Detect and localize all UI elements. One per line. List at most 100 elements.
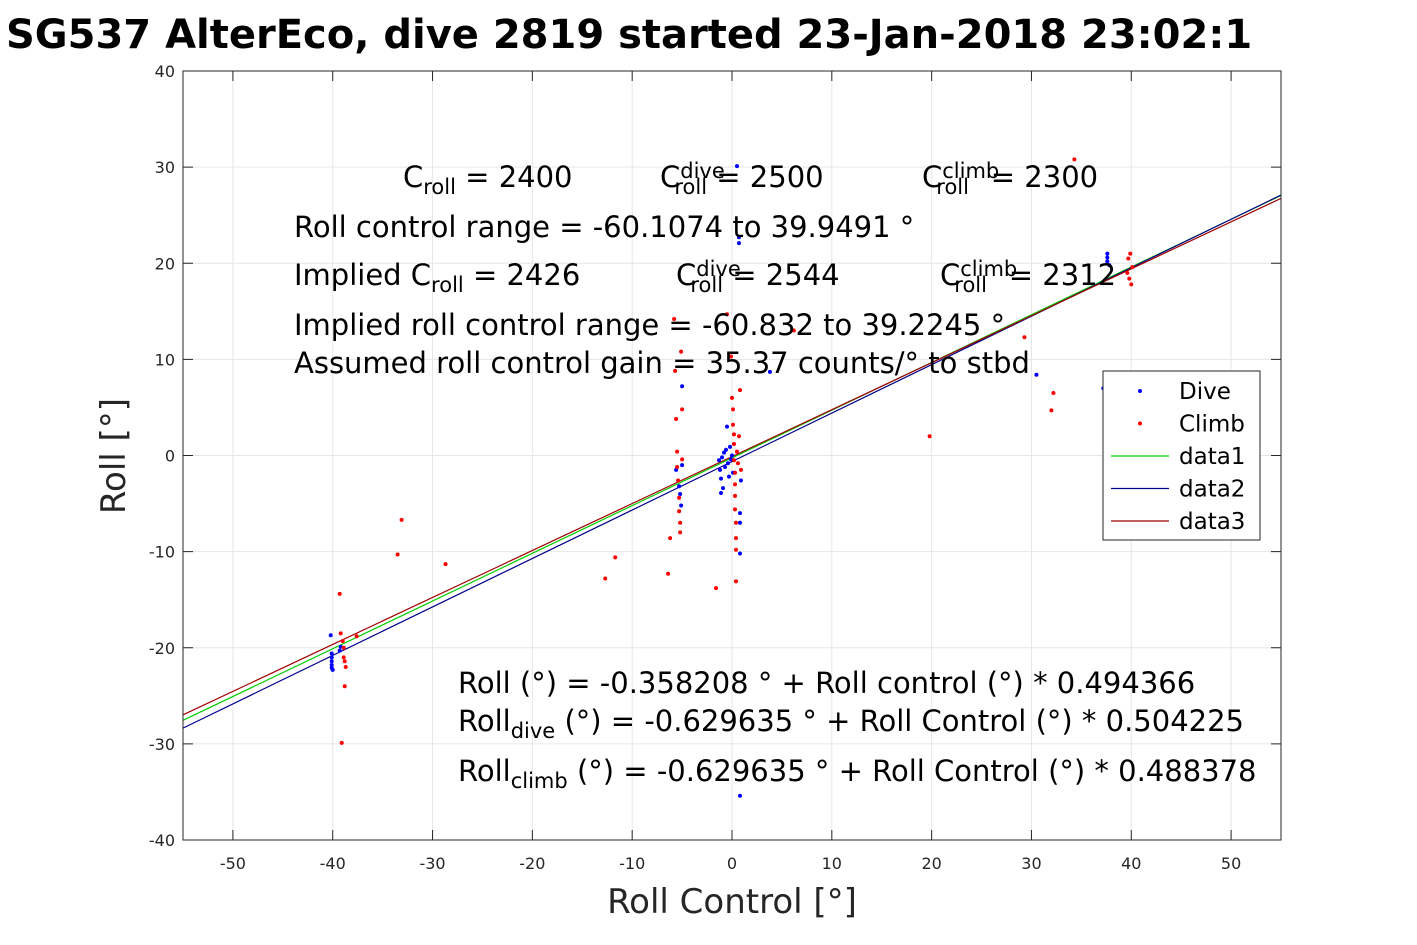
x-tick-label: 0 <box>727 854 737 873</box>
point-climb <box>732 470 737 475</box>
y-tick-label: 20 <box>155 254 175 273</box>
data-points <box>328 157 1135 798</box>
point-climb <box>666 571 671 576</box>
point-dive <box>330 667 335 672</box>
x-tick-label: -50 <box>220 854 246 873</box>
point-dive <box>1107 263 1112 268</box>
point-climb <box>1130 265 1135 270</box>
point-dive <box>679 503 684 508</box>
point-climb <box>791 328 796 333</box>
annotation-part: roll <box>954 273 987 297</box>
point-climb <box>677 509 682 514</box>
x-tick-label: 20 <box>921 854 941 873</box>
annotation-part: = 2400 <box>456 160 573 194</box>
annotation-part: C <box>403 160 423 194</box>
point-dive <box>722 450 727 455</box>
point-climb <box>443 562 448 567</box>
annotation-part: C <box>940 258 960 292</box>
point-dive <box>725 424 730 429</box>
point-climb <box>675 465 680 470</box>
point-climb <box>733 547 738 552</box>
point-climb <box>678 530 683 535</box>
annotation-part: Implied roll control range = -60.832 to … <box>294 308 1005 342</box>
annotation-part: Roll control range = -60.1074 to 39.9491… <box>294 210 914 244</box>
point-climb <box>1022 335 1027 340</box>
point-climb <box>673 368 678 373</box>
point-climb <box>731 458 736 463</box>
x-tick-label: 40 <box>1121 854 1141 873</box>
point-dive <box>734 164 739 169</box>
annotation-text: Roll control range = -60.1074 to 39.9491… <box>294 210 914 244</box>
point-dive <box>719 476 724 481</box>
point-dive <box>328 633 333 638</box>
annotation-part: dive <box>696 257 741 281</box>
y-axis-label: Roll [°] <box>94 398 134 514</box>
point-dive <box>329 655 334 660</box>
point-dive <box>723 465 728 470</box>
point-dive <box>1105 251 1110 256</box>
y-tick-label: -30 <box>149 735 175 754</box>
annotation-part: C <box>676 258 696 292</box>
annotation-part: Roll <box>458 704 511 738</box>
point-climb <box>732 482 737 487</box>
annotation-text: Assumed roll control gain = 35.37 counts… <box>294 346 1030 380</box>
point-climb <box>613 555 618 560</box>
annotation-text: Implied roll control range = -60.832 to … <box>294 308 1005 342</box>
y-tick-label: -20 <box>149 639 175 658</box>
point-dive <box>1105 259 1110 264</box>
annotation-part: dive <box>511 719 556 743</box>
point-dive <box>726 461 731 466</box>
point-dive <box>737 551 742 556</box>
annotation-part: C <box>922 160 942 194</box>
legend-label: data2 <box>1179 477 1245 503</box>
point-dive <box>730 453 734 458</box>
y-tick-label: 10 <box>155 350 175 369</box>
annotation-part: (°) = -0.629635 ° + Roll Control (°) * 0… <box>568 754 1257 788</box>
annotation-part: climb <box>942 159 999 183</box>
point-climb <box>733 520 738 525</box>
point-climb <box>680 407 685 412</box>
point-climb <box>730 407 735 412</box>
point-dive <box>737 520 742 525</box>
point-dive <box>680 463 685 468</box>
point-climb <box>927 434 932 439</box>
point-dive <box>724 447 729 452</box>
annotation-part: = 2300 <box>982 160 1099 194</box>
annotation-text: Cdive roll = 2544 <box>676 257 840 298</box>
x-tick-label: -20 <box>519 854 545 873</box>
point-dive <box>329 651 334 656</box>
point-climb <box>340 639 345 644</box>
annotation-part: Roll <box>458 754 511 788</box>
point-dive <box>736 241 741 246</box>
point-dive <box>337 648 342 653</box>
point-climb <box>738 467 743 472</box>
point-climb <box>341 645 346 650</box>
point-dive <box>678 491 683 496</box>
point-climb <box>1072 157 1077 162</box>
x-tick-label: 30 <box>1021 854 1041 873</box>
point-dive <box>737 511 742 516</box>
point-climb <box>1051 391 1056 396</box>
x-tick-label: 50 <box>1221 854 1241 873</box>
annotation-part: roll <box>431 273 464 297</box>
annotation-part: (°) = -0.629635 ° + Roll Control (°) * 0… <box>555 704 1244 738</box>
point-dive <box>1034 372 1039 377</box>
y-tick-label: 40 <box>155 62 175 81</box>
point-dive <box>1105 255 1110 260</box>
point-climb <box>337 591 342 596</box>
x-tick-label: -30 <box>419 854 445 873</box>
point-climb <box>1128 251 1133 256</box>
y-tick-label: -40 <box>149 831 175 850</box>
point-climb <box>733 579 738 584</box>
point-dive <box>329 659 334 664</box>
point-climb <box>679 349 684 354</box>
annotation-part: climb <box>960 257 1017 281</box>
annotation-text: Croll = 2400 <box>403 160 573 199</box>
annotation-text: Cclimb roll = 2312 <box>940 257 1116 298</box>
point-dive <box>677 484 682 489</box>
point-climb <box>729 354 734 359</box>
point-dive <box>720 455 725 460</box>
point-climb <box>338 631 343 636</box>
point-climb <box>731 441 736 446</box>
chart-title: SG537 AlterEco, dive 2819 started 23-Jan… <box>6 12 1252 58</box>
